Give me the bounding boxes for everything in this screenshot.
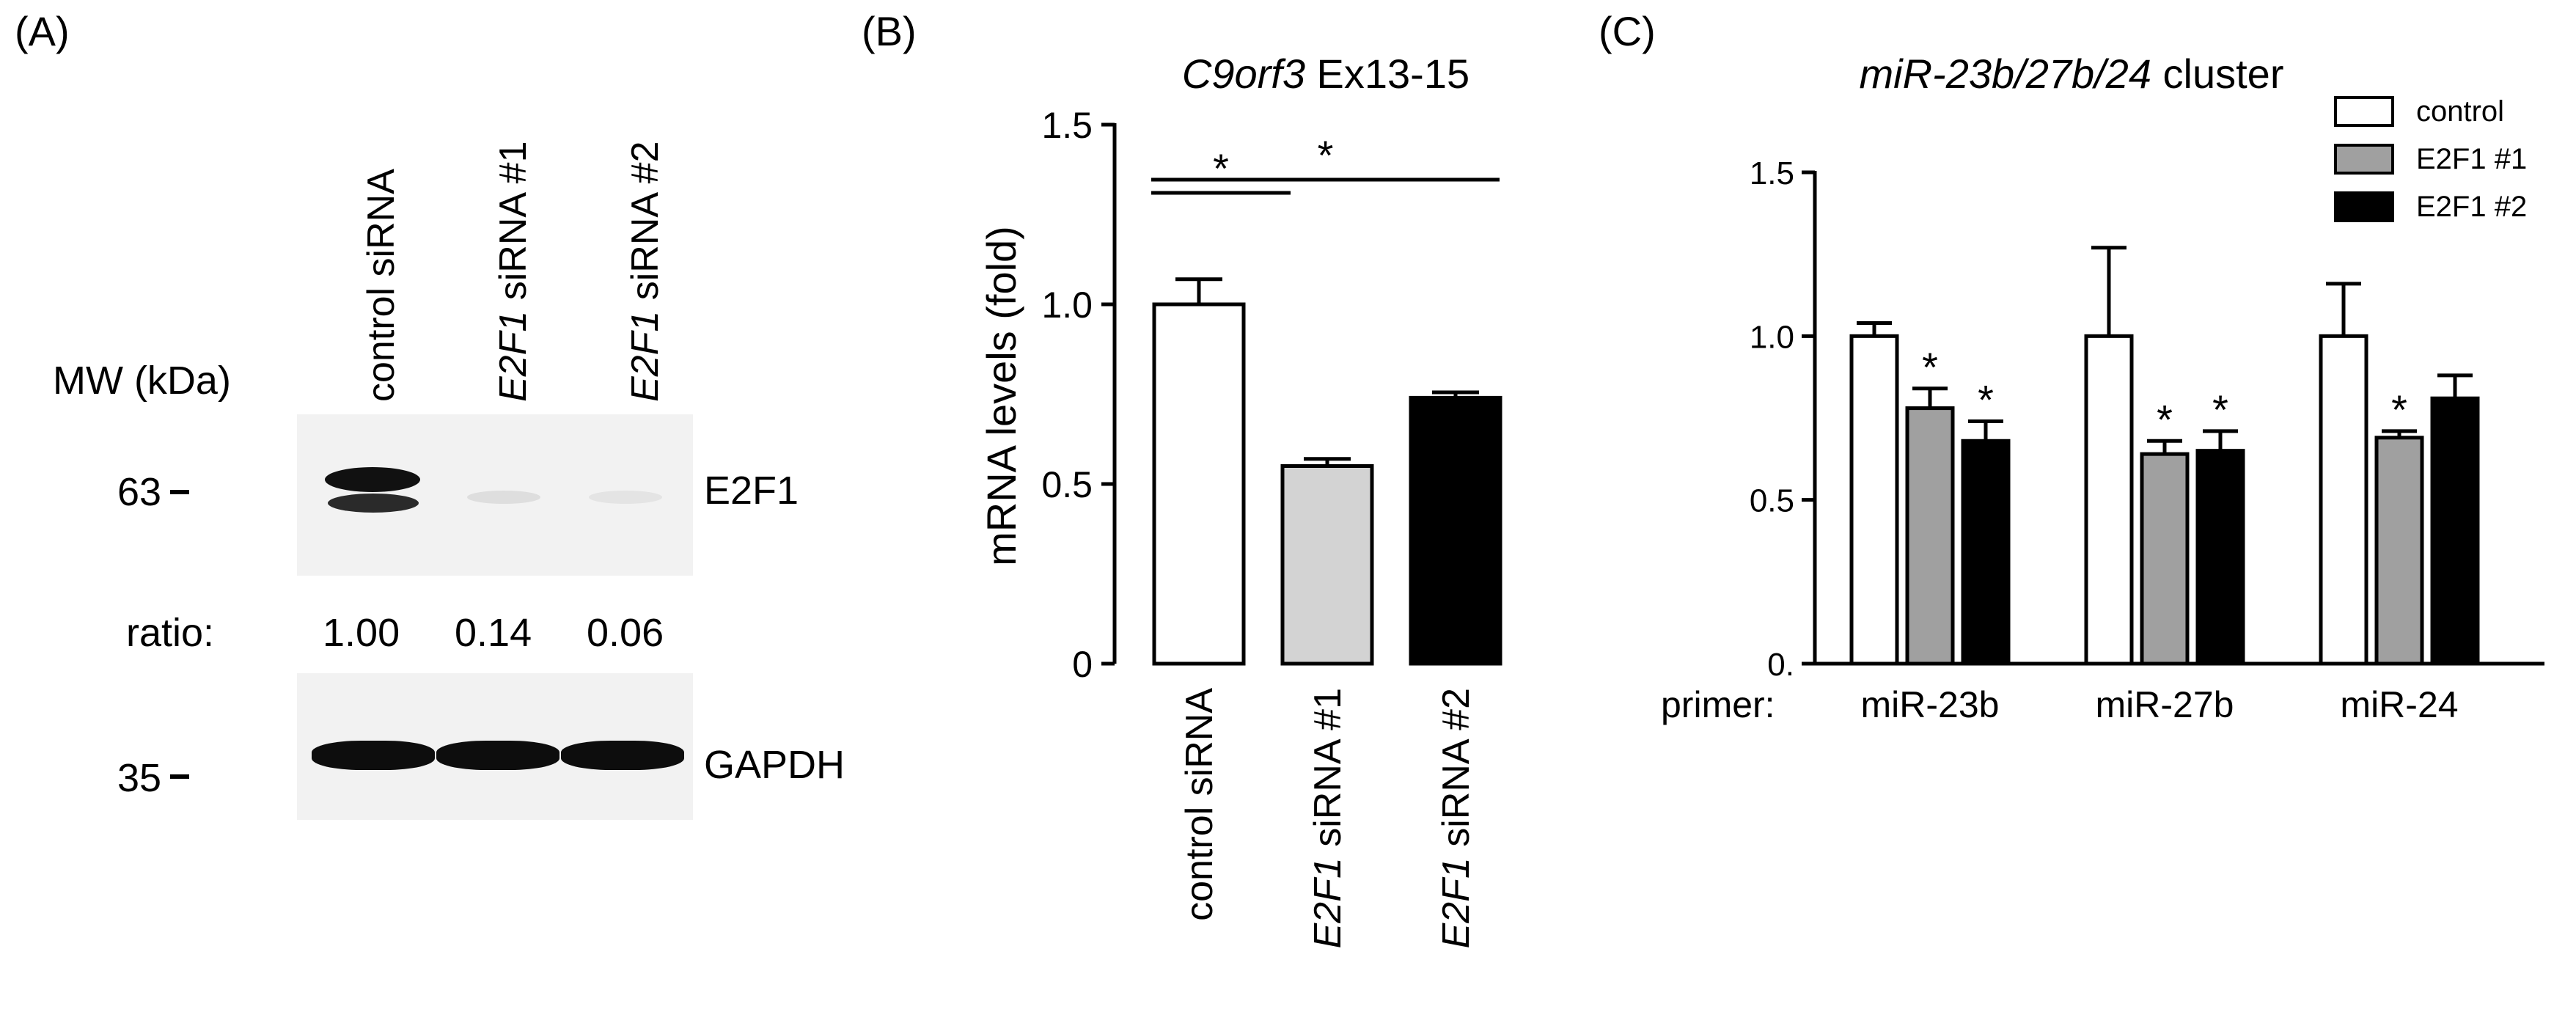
chart-b-y-tick-label: 0 [1072,644,1093,685]
e2f1-band-label: E2F1 [704,469,799,513]
chart-c-legend-swatch [2334,96,2394,127]
label-text: Ex13-15 [1305,51,1469,97]
chart-c-legend-label: control [2416,95,2504,128]
ratio-label: ratio: [126,611,215,655]
ratio-value: 0.14 [455,611,532,655]
gapdh-blot [297,673,693,820]
chart-c-bar [1905,406,1955,666]
chart-c-significance-star: * [2157,396,2173,442]
panel-a-label: (A) [15,8,70,54]
chart-b-ylabel: mRNA levels (fold) [978,226,1024,566]
chart-c-bar [2374,436,2424,666]
panel-b-label: (B) [862,8,917,54]
gapdh-band [312,741,435,770]
chart-c-legend-swatch [2334,144,2394,175]
chart-b-significance-star: * [1213,145,1229,191]
label-italic: C9orf3 [1182,51,1305,97]
chart-c-bar [2430,396,2480,666]
chart-c-bar [2084,334,2134,666]
chart-b-y-tick-label: 1.5 [1041,105,1093,146]
chart-b-y-tick-label: 1.0 [1041,285,1093,326]
chart-c-significance-star: * [2212,386,2228,433]
chart-c-legend-label: E2F1 #2 [2416,191,2527,223]
label-text: cluster [2151,51,2284,97]
chart-c-significance-star: * [1978,376,1994,422]
label-text: siRNA #1 [1307,688,1349,857]
gapdh-band [436,741,559,770]
ratio-value: 0.06 [587,611,664,655]
chart-c-x-tick-label: miR-27b [2096,684,2234,725]
chart-c-legend-label: E2F1 #1 [2416,143,2527,175]
chart-b-bar [1280,464,1374,666]
chart-c-bar [2195,449,2245,666]
chart-b-bar [1152,302,1246,666]
chart-b-bar [1409,395,1502,666]
chart-c-title: miR-23b/27b/24 cluster [1860,51,2284,97]
marker-63-tick [170,490,189,494]
chart-c-bar [1961,439,2011,666]
e2f1-band-faint [589,491,662,504]
chart-b-x-tick-label: control siRNA [1178,688,1221,921]
label-italic: miR-23b/27b/24 [1860,51,2151,97]
chart-c-y-tick-label: 0.5 [1750,483,1794,519]
chart-c-y-tick-label: 0. [1767,647,1794,683]
gapdh-band [561,741,684,770]
e2f1-band-lower [328,494,419,513]
gapdh-band-label: GAPDH [704,743,845,787]
label-text: control siRNA [1178,688,1221,921]
chart-c-legend-swatch [2334,191,2394,222]
chart-c-y-tick-label: 1.5 [1750,155,1794,191]
chart-b-significance-star: * [1318,132,1334,178]
ratio-value: 1.00 [323,611,400,655]
mw-label: MW (kDa) [53,359,231,403]
e2f1-blot [297,414,693,576]
chart-b-x-tick-label: E2F1 siRNA #1 [1307,688,1349,949]
marker-35: 35 [117,756,162,800]
chart-b-title: C9orf3 Ex13-15 [1182,51,1469,97]
chart-b-y-tick-label: 0.5 [1041,464,1093,505]
chart-c-bar [1849,334,1899,666]
chart-b-x-tick-label: E2F1 siRNA #2 [1435,688,1478,949]
chart-c-bar [2140,452,2190,666]
e2f1-band-faint [467,491,540,504]
panel-c-label: (C) [1599,8,1656,54]
label-italic: E2F1 [1307,857,1349,948]
chart-c-significance-star: * [2391,386,2407,433]
label-text: siRNA #2 [1435,688,1478,857]
chart-c-y-tick-label: 1.0 [1750,319,1794,355]
marker-63: 63 [117,470,162,514]
e2f1-band-upper [325,467,420,492]
marker-35-tick [170,774,189,779]
chart-c-primer-label: primer: [1661,684,1775,725]
chart-c-x-tick-label: miR-24 [2340,684,2458,725]
chart-c-significance-star: * [1922,344,1938,390]
chart-c-x-tick-label: miR-23b [1861,684,2000,725]
chart-c-bar [2319,334,2368,666]
label-italic: E2F1 [1435,857,1478,948]
